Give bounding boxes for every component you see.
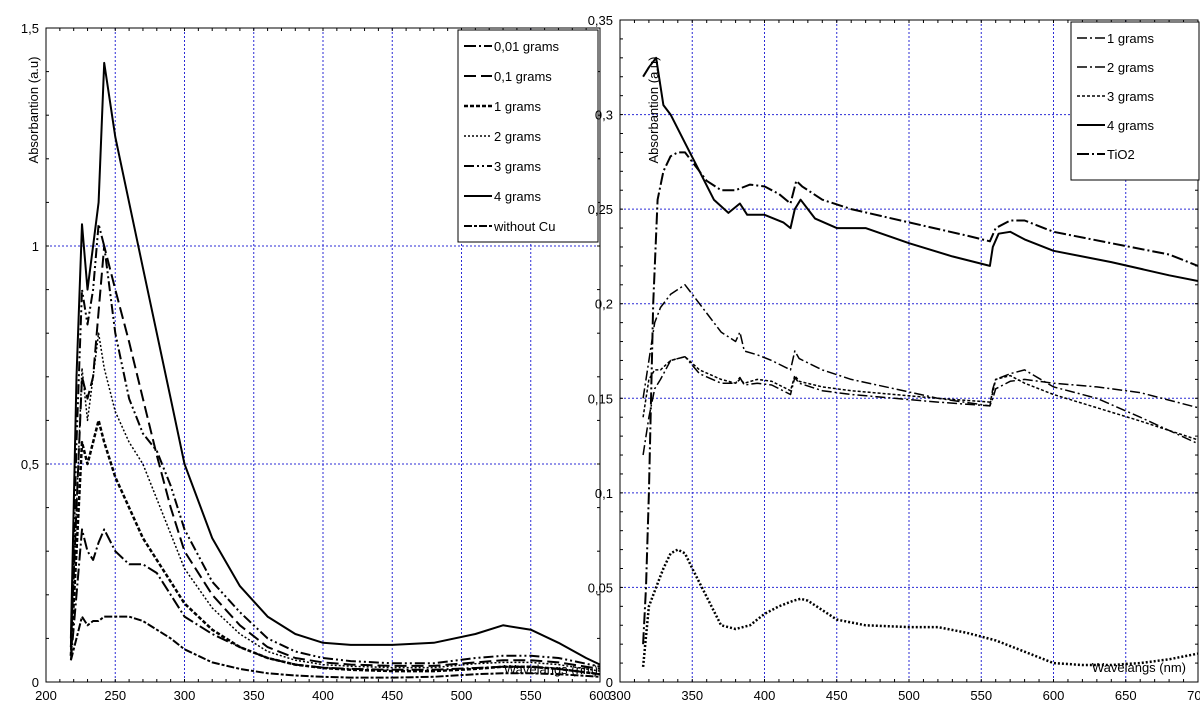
left-chart: 200 250 300 350 400 450 500 550 60000,511,5Wavel…	[21, 21, 611, 703]
legend-label: TiO2	[1107, 147, 1135, 162]
legend-label: 0,1 grams	[494, 69, 552, 84]
legend-label: 3 grams	[1107, 89, 1154, 104]
x-tick-label: 550	[520, 688, 542, 703]
legend-label: 4 grams	[494, 189, 541, 204]
series-line-2-grams	[642, 284, 1198, 445]
y-tick-label: 0,05	[588, 580, 613, 595]
x-tick-label: 400	[312, 688, 334, 703]
legend-label: 2 grams	[1107, 60, 1154, 75]
x-tick-label: 450	[381, 688, 403, 703]
y-tick-label: 0,25	[588, 202, 613, 217]
legend-label: 4 grams	[1107, 118, 1154, 133]
x-tick-label: 300	[174, 688, 196, 703]
legend-label: 1 grams	[1107, 31, 1154, 46]
series-line-3-grams	[642, 355, 1198, 441]
x-tick-label: 600	[589, 688, 611, 703]
y-tick-label: 0	[32, 675, 39, 690]
y-tick-label: 0,3	[595, 108, 613, 123]
y-axis-label: Absorbantion (a.u)	[26, 57, 41, 164]
x-tick-label: 500	[898, 688, 920, 703]
x-tick-label: 450	[826, 688, 848, 703]
x-tick-label: 650	[1115, 688, 1137, 703]
legend-label: without Cu	[493, 219, 555, 234]
series-line-4-grams	[69, 61, 600, 666]
y-tick-label: 0	[606, 675, 613, 690]
y-tick-label: 0,5	[21, 457, 39, 472]
legend-label: 2 grams	[494, 129, 541, 144]
x-tick-label: 600	[1043, 688, 1065, 703]
y-axis-label: Absorbantion (a.u)	[646, 57, 661, 164]
x-tick-label: 400	[754, 688, 776, 703]
y-tick-label: 0,1	[595, 486, 613, 501]
series-line-1-grams	[69, 419, 600, 676]
x-tick-label: 700	[1187, 688, 1200, 703]
y-tick-label: 1	[32, 239, 39, 254]
series-line-without-cu	[69, 615, 600, 679]
legend-label: 1 grams	[494, 99, 541, 114]
y-tick-label: 0,15	[588, 391, 613, 406]
series-line-2-grams	[70, 332, 600, 672]
x-tick-label: 500	[451, 688, 473, 703]
x-tick-label: 550	[970, 688, 992, 703]
right-chart: 300 350 400 450 500 550 600 650 700 0 0,05 0,1 0,15 0…	[588, 13, 1200, 703]
y-tick-label: 0,2	[595, 297, 613, 312]
x-tick-label: 300	[609, 688, 631, 703]
x-tick-label: 350	[681, 688, 703, 703]
x-tick-label: 250	[104, 688, 126, 703]
x-tick-label: 200	[35, 688, 57, 703]
y-tick-label: 1,5	[21, 21, 39, 36]
x-tick-label: 350	[243, 688, 265, 703]
legend-label: 0,01 grams	[494, 39, 560, 54]
series-line-4-grams	[642, 56, 1198, 282]
legend-label: 3 grams	[494, 159, 541, 174]
y-tick-label: 0,35	[588, 13, 613, 28]
series-line-3-grams	[69, 223, 600, 668]
